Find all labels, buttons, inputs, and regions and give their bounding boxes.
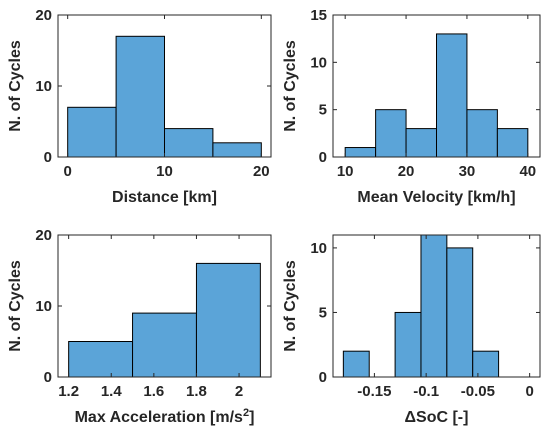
histogram-bar: [68, 341, 134, 378]
y-tick-label: 20: [35, 7, 52, 24]
x-axis-label: Mean Velocity [km/h]: [357, 189, 515, 206]
histogram-bar: [344, 147, 377, 158]
y-tick-label: 0: [319, 149, 327, 166]
y-tick-label: 15: [310, 7, 327, 24]
x-tick-label: 20: [398, 163, 415, 180]
x-tick-label: 1.2: [58, 383, 79, 400]
x-tick-label: -0.1: [413, 383, 439, 400]
x-tick-label: 1.6: [143, 383, 164, 400]
x-tick-label: 10: [337, 163, 354, 180]
x-axis-label: Distance [km]: [112, 189, 217, 206]
histogram-bar: [342, 350, 370, 378]
histogram-panel-1: 0 10 20 0 10 20 Distance [km] N. of Cycles: [7, 7, 272, 206]
y-tick-label: 10: [35, 298, 52, 315]
axes-box: [332, 14, 541, 158]
histogram-bar: [496, 128, 529, 158]
x-tick-label: 1.4: [101, 383, 123, 400]
histogram-bar: [466, 109, 498, 158]
y-axis-label: N. of Cycles: [282, 40, 299, 132]
histogram-bar: [115, 35, 166, 158]
y-tick-label: 0: [319, 369, 327, 386]
y-tick-label: 5: [319, 304, 327, 321]
histogram-bar: [436, 33, 468, 158]
y-axis-label: N. of Cycles: [282, 260, 299, 352]
histogram-bar: [420, 234, 448, 378]
axes-box: [332, 234, 541, 378]
x-tick-label: 2: [235, 383, 243, 400]
x-tick-label: 0: [64, 163, 72, 180]
x-tick-label: 30: [459, 163, 476, 180]
y-tick-label: 5: [319, 102, 327, 119]
histogram-panel-4: -0.15 -0.1 -0.05 0 0 5 10 ΔSoC [-] N. of Cycles: [282, 234, 541, 426]
x-tick-label: 1.8: [186, 383, 207, 400]
y-axis-label: N. of Cycles: [7, 40, 24, 132]
histogram-bar: [446, 247, 474, 378]
x-tick-label: 10: [156, 163, 173, 180]
histogram-bar: [132, 312, 197, 378]
x-tick-label: 40: [519, 163, 536, 180]
x-tick-label: 0: [525, 383, 533, 400]
histogram-bar: [67, 106, 117, 158]
x-axis-label: Max Acceleration [m/s2]: [75, 407, 255, 426]
y-tick-label: 0: [44, 149, 52, 166]
histogram-panel-2: 10 20 30 40 0 5 10 15 Mean Velocity [km/h] N. of …: [282, 7, 541, 206]
x-tick-label: -0.05: [461, 383, 495, 400]
y-tick-label: 20: [35, 227, 52, 244]
histogram-bar: [405, 128, 438, 158]
x-tick-label: 20: [253, 163, 270, 180]
y-tick-label: 10: [310, 240, 327, 257]
histogram-bar: [212, 142, 262, 158]
histogram-bar: [472, 350, 500, 378]
histogram-bar: [394, 311, 422, 378]
y-tick-label: 10: [35, 78, 52, 95]
y-tick-label: 10: [310, 54, 327, 71]
y-tick-label: 0: [44, 369, 52, 386]
histogram-bar: [375, 109, 407, 158]
x-axis-label: ΔSoC [-]: [405, 409, 469, 426]
histogram-bar: [195, 262, 261, 378]
histogram-bar: [164, 128, 214, 158]
x-tick-label: -0.15: [357, 383, 391, 400]
y-axis-label: N. of Cycles: [7, 260, 24, 352]
